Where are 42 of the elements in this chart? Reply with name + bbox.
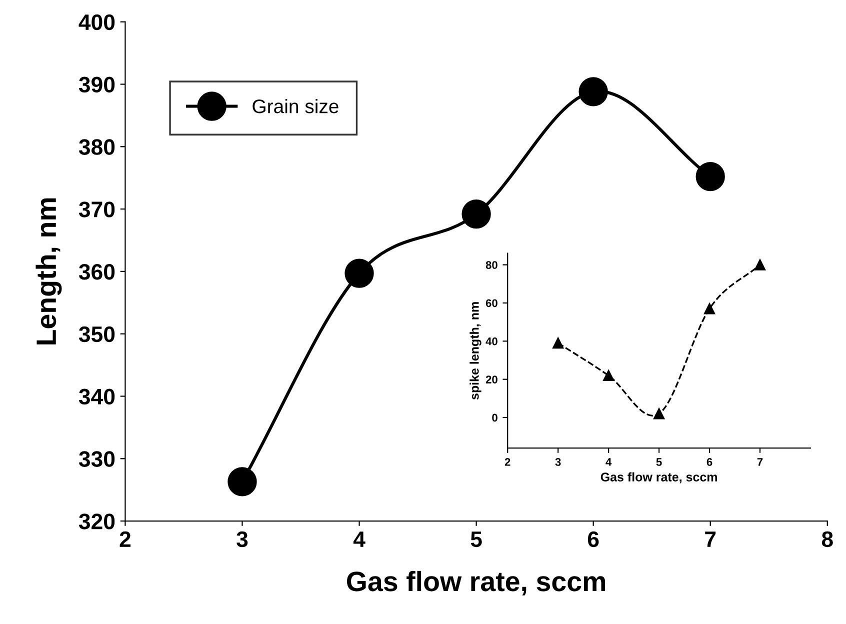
y-tick-label: 390: [78, 76, 115, 93]
y-tick-label: 20: [486, 376, 498, 384]
y-tick-label: 380: [78, 139, 115, 155]
y-tick-label: 80: [486, 261, 498, 269]
x-tick-label: 6: [706, 458, 712, 466]
x-tick-label: 2: [120, 531, 130, 547]
point: [754, 259, 766, 270]
y-tick-label: 360: [78, 264, 115, 280]
x-tick-label: 4: [606, 458, 612, 466]
y-tick-label: 320: [78, 514, 115, 530]
y-tick-label: 60: [486, 299, 498, 308]
point: [704, 303, 716, 314]
point: [603, 370, 614, 382]
point: [578, 77, 608, 106]
y-tick-label: 0: [492, 414, 498, 422]
x-tick-label: 3: [236, 531, 248, 548]
x-tick-label: 5: [470, 532, 482, 548]
x-tick-label: 5: [656, 458, 662, 466]
y-tick-label: 350: [78, 326, 115, 342]
x-tick-label: 2: [504, 458, 510, 466]
x-tick-label: 7: [705, 532, 716, 547]
y-axis-title: spike length, nm: [470, 302, 482, 400]
x-axis-title: Gas flow rate, sccm: [346, 570, 606, 596]
y-axis-title: Length, nm: [36, 198, 62, 344]
point: [552, 337, 564, 349]
x-tick-label: 7: [757, 458, 763, 466]
x-tick-label: 6: [588, 531, 599, 548]
y-tick-label: 400: [78, 14, 115, 30]
point: [696, 162, 725, 192]
legend-label: Grain size: [252, 98, 338, 114]
point: [344, 258, 374, 288]
y-tick-label: 40: [486, 337, 498, 346]
x-tick-label: 4: [353, 532, 366, 547]
x-tick-label: 8: [822, 531, 833, 548]
y-tick-label: 370: [78, 202, 115, 218]
x-tick-label: 3: [555, 458, 561, 466]
point: [462, 199, 491, 229]
y-tick-label: 340: [78, 388, 115, 405]
x-axis-title: Gas flow rate, sccm: [600, 472, 717, 484]
y-tick-label: 330: [78, 451, 115, 467]
point: [653, 408, 665, 420]
point: [228, 467, 257, 496]
